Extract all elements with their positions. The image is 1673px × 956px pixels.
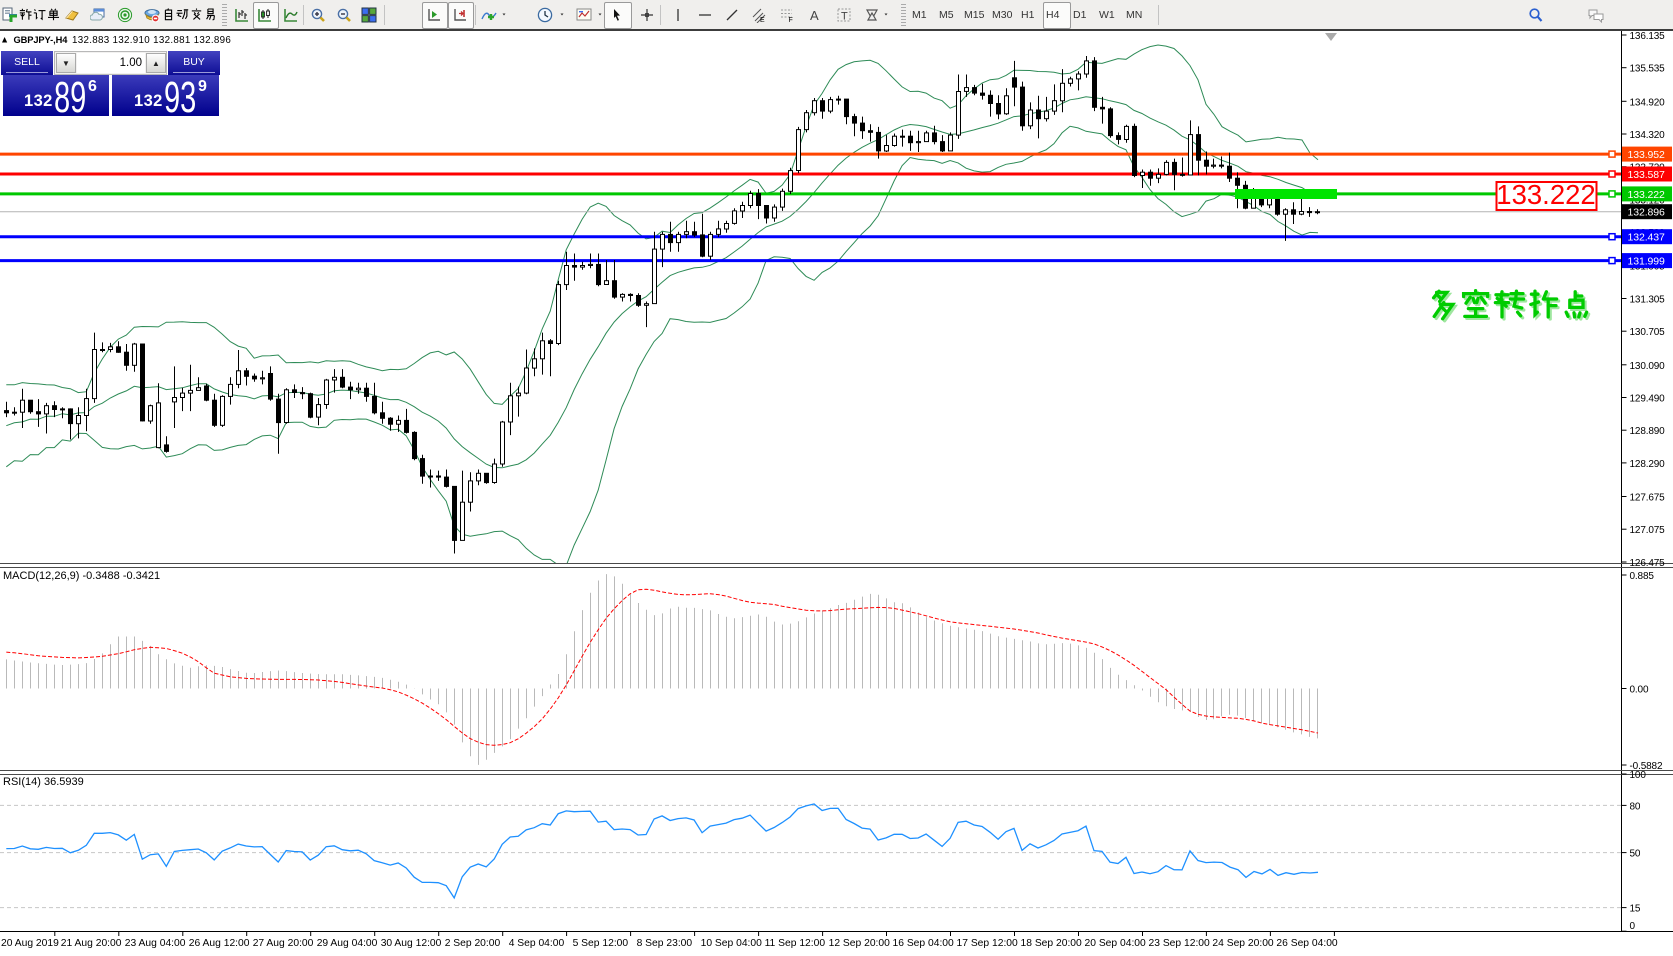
svg-text:0.885: 0.885	[1630, 571, 1655, 582]
svg-text:133.222: 133.222	[1628, 189, 1666, 201]
svg-text:134.920: 134.920	[1630, 97, 1666, 108]
svg-text:132.896: 132.896	[1628, 207, 1666, 219]
svg-text:26 Sep 04:00: 26 Sep 04:00	[1276, 938, 1338, 949]
svg-text:130.705: 130.705	[1630, 327, 1666, 338]
svg-text:127.675: 127.675	[1630, 493, 1666, 504]
svg-text:F: F	[789, 17, 793, 23]
svg-text:8 Sep 23:00: 8 Sep 23:00	[637, 938, 693, 949]
svg-text:133.952: 133.952	[1628, 149, 1666, 161]
svg-text:0.00: 0.00	[1630, 685, 1649, 696]
svg-text:T: T	[841, 11, 848, 23]
svg-text:135.535: 135.535	[1630, 64, 1666, 75]
svg-text:23 Aug 04:00: 23 Aug 04:00	[125, 938, 186, 949]
svg-text:133.222: 133.222	[1496, 179, 1595, 210]
svg-text:GBPJPY-,H4: GBPJPY-,H4	[14, 35, 69, 45]
svg-text:2 Sep 20:00: 2 Sep 20:00	[445, 938, 501, 949]
svg-text:131.999: 131.999	[1628, 256, 1666, 268]
svg-text:15: 15	[1630, 904, 1641, 915]
svg-text:50: 50	[1630, 849, 1641, 860]
svg-text:10 Sep 04:00: 10 Sep 04:00	[701, 938, 763, 949]
svg-text:128.290: 128.290	[1630, 459, 1666, 470]
svg-text:-0.5882: -0.5882	[1630, 761, 1663, 772]
svg-text:127.075: 127.075	[1630, 525, 1666, 536]
svg-text:130.090: 130.090	[1630, 361, 1666, 372]
svg-text:27 Aug 20:00: 27 Aug 20:00	[253, 938, 314, 949]
svg-text:131.305: 131.305	[1630, 295, 1666, 306]
svg-text:29 Aug 04:00: 29 Aug 04:00	[317, 938, 378, 949]
svg-text:21 Aug 20:00: 21 Aug 20:00	[61, 938, 122, 949]
svg-text:11 Sep 12:00: 11 Sep 12:00	[765, 938, 826, 949]
svg-text:4 Sep 04:00: 4 Sep 04:00	[509, 938, 565, 949]
svg-text:132.883 132.910 132.881 132.89: 132.883 132.910 132.881 132.896	[72, 35, 231, 46]
svg-text:132.437: 132.437	[1628, 232, 1666, 244]
svg-text:100: 100	[1630, 770, 1647, 781]
svg-text:E: E	[760, 17, 765, 23]
svg-text:12 Sep 20:00: 12 Sep 20:00	[829, 938, 891, 949]
svg-text:20 Aug 2019: 20 Aug 2019	[1, 938, 59, 949]
svg-text:128.890: 128.890	[1630, 426, 1666, 437]
svg-text:5 Sep 12:00: 5 Sep 12:00	[573, 938, 629, 949]
svg-text:20 Sep 04:00: 20 Sep 04:00	[1085, 938, 1147, 949]
svg-text:RSI(14) 36.5939: RSI(14) 36.5939	[3, 776, 84, 788]
svg-text:136.135: 136.135	[1630, 31, 1666, 42]
svg-text:126.475: 126.475	[1630, 558, 1666, 569]
svg-text:129.490: 129.490	[1630, 394, 1666, 405]
svg-text:134.320: 134.320	[1630, 130, 1666, 141]
svg-text:16 Sep 04:00: 16 Sep 04:00	[893, 938, 955, 949]
svg-text:18 Sep 20:00: 18 Sep 20:00	[1021, 938, 1083, 949]
svg-text:17 Sep 12:00: 17 Sep 12:00	[957, 938, 1019, 949]
svg-text:133.587: 133.587	[1628, 169, 1666, 181]
svg-text:0: 0	[1630, 921, 1636, 932]
svg-text:80: 80	[1630, 801, 1641, 812]
svg-text:24 Sep 20:00: 24 Sep 20:00	[1212, 938, 1274, 949]
svg-text:MACD(12,26,9) -0.3488 -0.3421: MACD(12,26,9) -0.3488 -0.3421	[3, 570, 160, 582]
svg-text:26 Aug 12:00: 26 Aug 12:00	[189, 938, 250, 949]
svg-text:23 Sep 12:00: 23 Sep 12:00	[1149, 938, 1211, 949]
svg-text:30 Aug 12:00: 30 Aug 12:00	[381, 938, 442, 949]
svg-text:A: A	[810, 8, 819, 23]
